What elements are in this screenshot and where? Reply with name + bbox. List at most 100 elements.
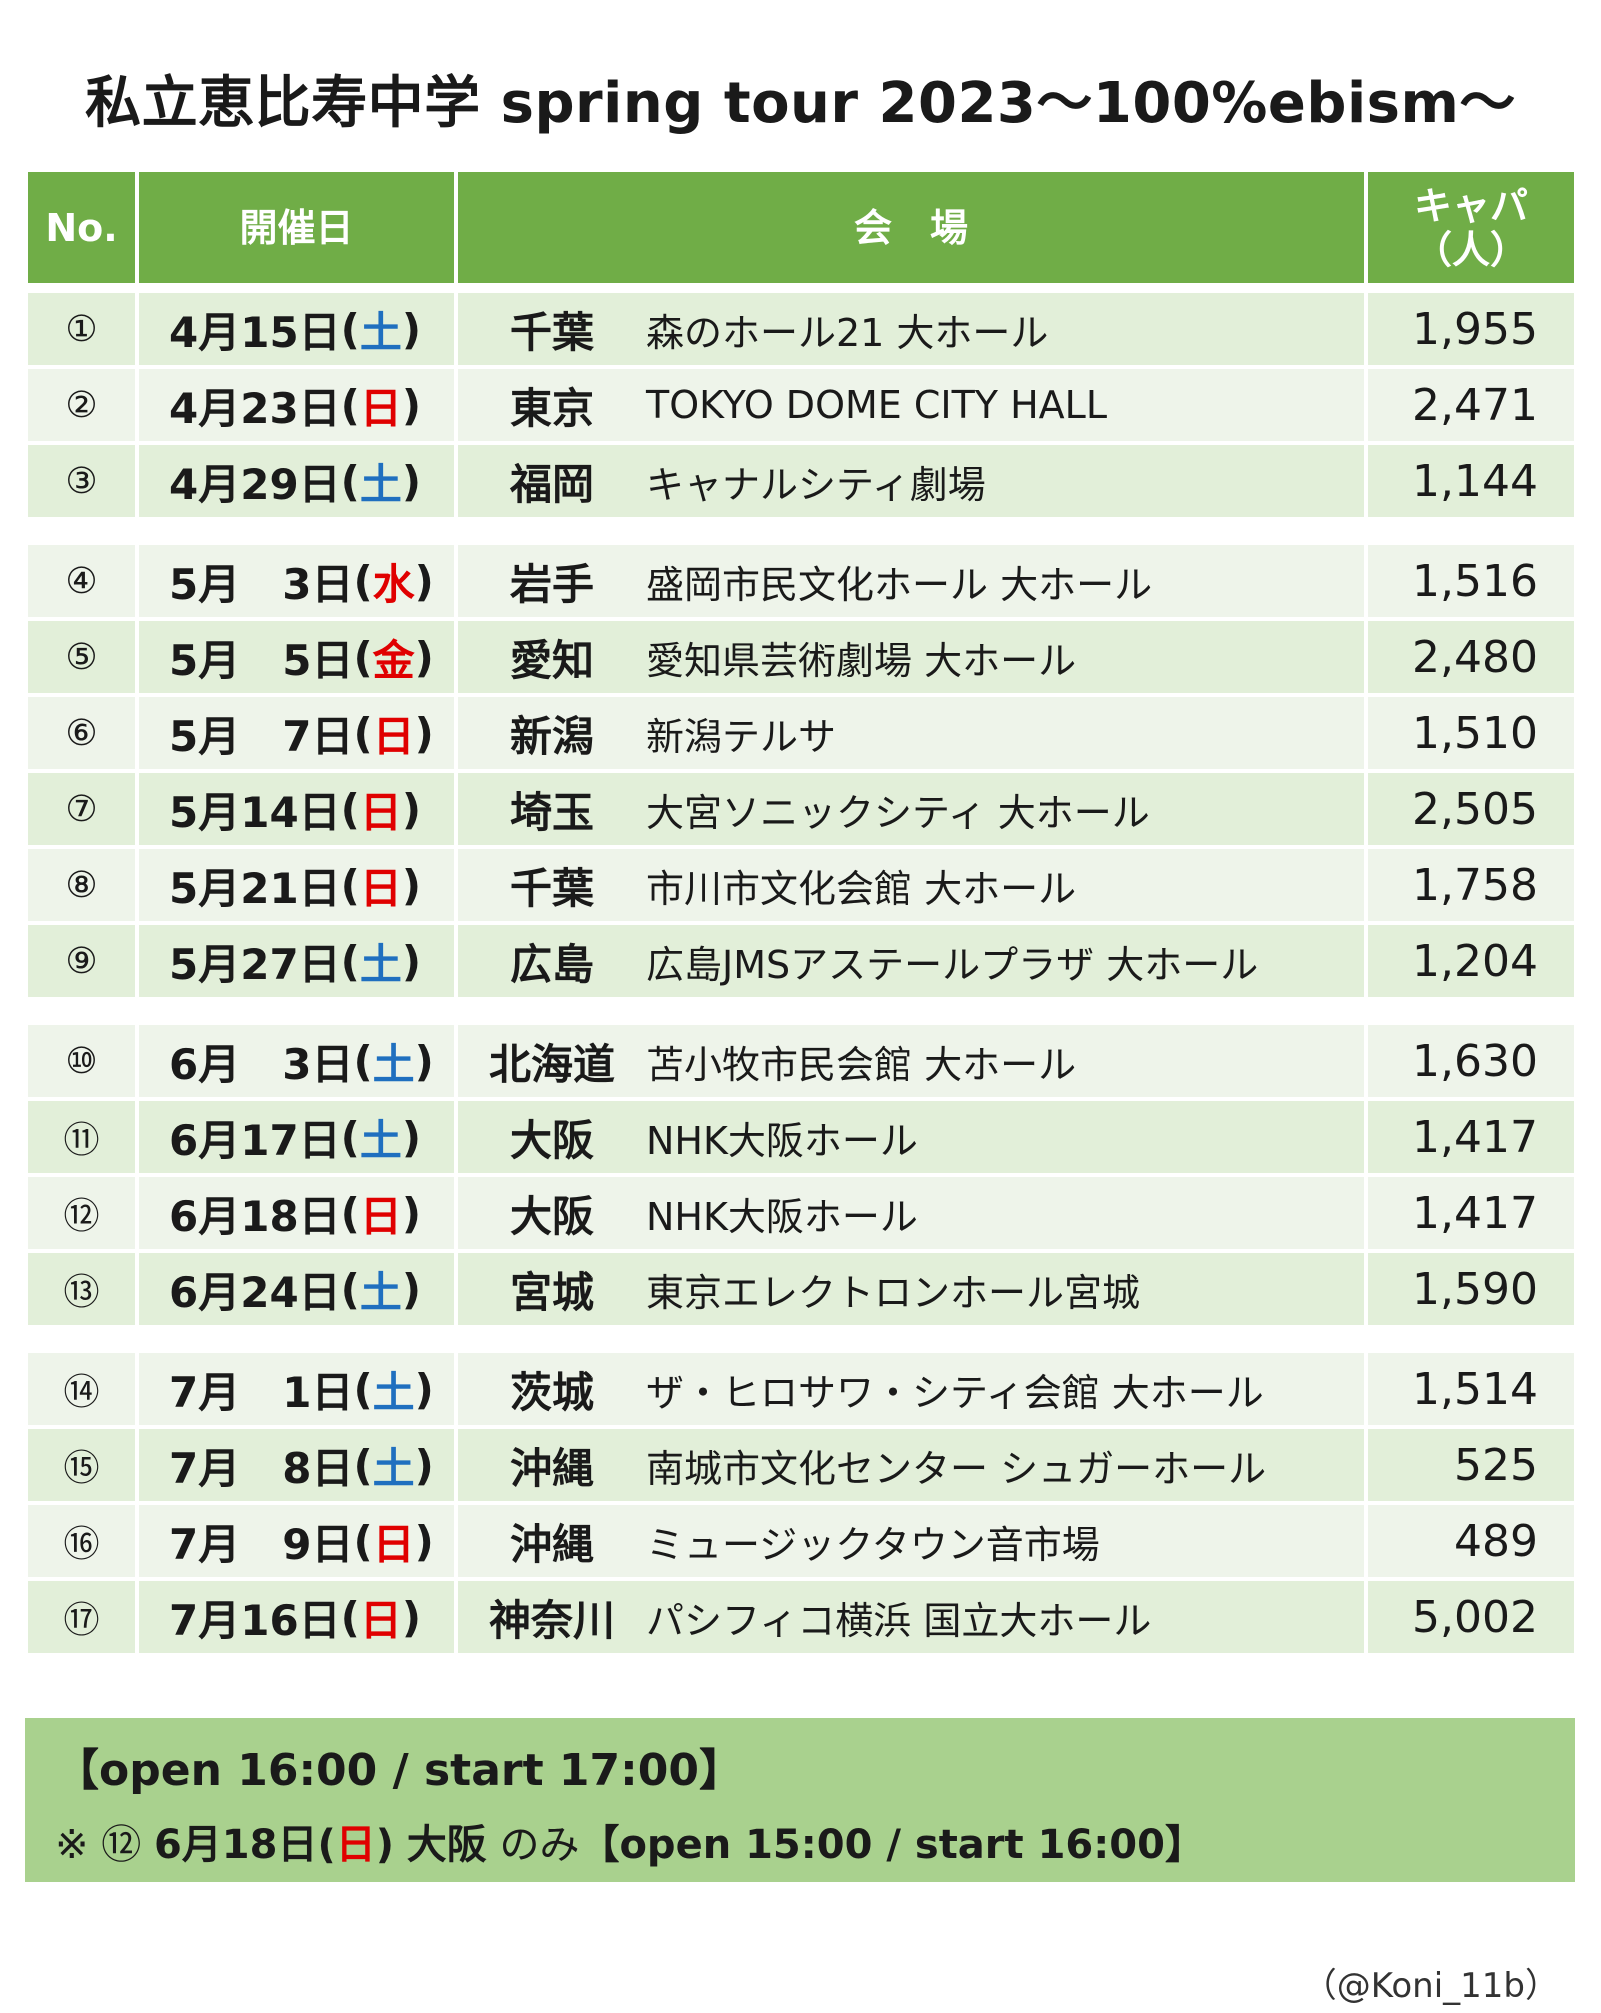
row-capacity: 1,514 bbox=[1368, 1353, 1574, 1425]
row-venue: 沖縄 南城市文化センター シュガーホール bbox=[458, 1429, 1364, 1501]
note-ref-close: ) bbox=[375, 1822, 395, 1868]
row-prefecture: 神奈川 bbox=[488, 1595, 615, 1645]
row-prefecture: 北海道 bbox=[488, 1039, 615, 1089]
row-venue: 埼玉 大宮ソニックシティ 大ホール bbox=[458, 773, 1364, 845]
row-prefecture: 福岡 bbox=[509, 459, 594, 509]
row-date: 7月16日(日) bbox=[139, 1581, 454, 1653]
row-no: ⑪ bbox=[28, 1101, 135, 1173]
row-venue: 神奈川 パシフィコ横浜 国立大ホール bbox=[458, 1581, 1364, 1653]
row-paren-open: ( bbox=[353, 1516, 373, 1566]
row-date: 6月 3日(土) bbox=[139, 1025, 454, 1097]
table-row: ⑥ 5月 7日(日) 新潟 新潟テルサ 1,510 bbox=[28, 697, 1574, 769]
row-paren-open: ( bbox=[353, 556, 373, 606]
row-prefecture: 埼玉 bbox=[509, 787, 594, 837]
row-prefecture: 岩手 bbox=[509, 559, 594, 609]
row-no: ⑨ bbox=[28, 925, 135, 997]
row-paren-open: ( bbox=[353, 1440, 373, 1490]
row-hall: 東京エレクトロンホール宮城 bbox=[646, 1270, 1141, 1315]
row-capacity: 1,417 bbox=[1368, 1101, 1574, 1173]
row-date-text: 5月27日 bbox=[169, 939, 341, 989]
note-ref-date: 6月18日 bbox=[153, 1822, 318, 1868]
row-date: 6月24日(土) bbox=[139, 1253, 454, 1325]
row-date: 5月 3日(水) bbox=[139, 545, 454, 617]
row-hall: 苫小牧市民会館 大ホール bbox=[646, 1042, 1077, 1087]
row-date: 7月 1日(土) bbox=[139, 1353, 454, 1425]
row-hall: ザ・ヒロサワ・シティ会館 大ホール bbox=[646, 1370, 1264, 1415]
row-date: 4月29日(土) bbox=[139, 445, 454, 517]
header-capacity-label: キャパ bbox=[1413, 183, 1528, 228]
row-no: ② bbox=[28, 369, 135, 441]
row-capacity: 5,002 bbox=[1368, 1581, 1574, 1653]
row-paren-open: ( bbox=[353, 1036, 373, 1086]
row-venue: 宮城 東京エレクトロンホール宮城 bbox=[458, 1253, 1364, 1325]
row-date-text: 5月 3日 bbox=[169, 559, 354, 609]
row-capacity: 1,758 bbox=[1368, 849, 1574, 921]
row-paren-close: ) bbox=[401, 1264, 422, 1314]
row-paren-open: ( bbox=[353, 632, 373, 682]
row-weekday: 日 bbox=[359, 1595, 402, 1645]
row-hall: 南城市文化センター シュガーホール bbox=[646, 1446, 1267, 1491]
row-no: ③ bbox=[28, 445, 135, 517]
row-weekday: 土 bbox=[359, 307, 402, 357]
row-weekday: 日 bbox=[359, 863, 402, 913]
table-row: ⑧ 5月21日(日) 千葉 市川市文化会館 大ホール 1,758 bbox=[28, 849, 1574, 921]
row-capacity: 1,510 bbox=[1368, 697, 1574, 769]
row-date-text: 6月 3日 bbox=[169, 1039, 354, 1089]
row-date: 7月 8日(土) bbox=[139, 1429, 454, 1501]
row-no: ⑥ bbox=[28, 697, 135, 769]
note-ref-pref: 大阪 bbox=[406, 1822, 487, 1868]
row-venue: 千葉 森のホール21 大ホール bbox=[458, 293, 1364, 365]
row-date-text: 6月17日 bbox=[169, 1115, 341, 1165]
row-paren-close: ) bbox=[414, 708, 434, 758]
table-row: ⑬ 6月24日(土) 宮城 東京エレクトロンホール宮城 1,590 bbox=[28, 1253, 1574, 1325]
row-paren-open: ( bbox=[340, 380, 360, 430]
row-prefecture: 大阪 bbox=[509, 1191, 594, 1241]
table-body: ① 4月15日(土) 千葉 森のホール21 大ホール 1,955 ② 4月23日(日) 東京 T… bbox=[28, 293, 1574, 1653]
page-title: 私立恵比寿中学 spring tour 2023～100%ebism～ bbox=[85, 71, 1516, 136]
row-prefecture: 東京 bbox=[509, 383, 594, 433]
row-no: ⑯ bbox=[28, 1505, 135, 1577]
note-ref-no: ⑫ bbox=[101, 1822, 142, 1868]
table-row: ⑤ 5月 5日(金) 愛知 愛知県芸術劇場 大ホール 2,480 bbox=[28, 621, 1574, 693]
row-venue: 千葉 市川市文化会館 大ホール bbox=[458, 849, 1364, 921]
row-venue: 北海道 苫小牧市民会館 大ホール bbox=[458, 1025, 1364, 1097]
row-prefecture: 千葉 bbox=[509, 307, 594, 357]
row-no: ⑧ bbox=[28, 849, 135, 921]
header-date: 開催日 bbox=[139, 172, 454, 283]
row-date: 4月23日(日) bbox=[139, 369, 454, 441]
row-date-text: 5月21日 bbox=[169, 863, 341, 913]
row-venue: 広島 広島JMSアステールプラザ 大ホール bbox=[458, 925, 1364, 997]
row-capacity: 525 bbox=[1368, 1429, 1574, 1501]
row-date-text: 5月14日 bbox=[169, 787, 341, 837]
row-paren-close: ) bbox=[401, 304, 422, 354]
row-no: ⑭ bbox=[28, 1353, 135, 1425]
row-weekday: 日 bbox=[359, 383, 402, 433]
row-hall: ミュージックタウン音市場 bbox=[646, 1522, 1100, 1567]
row-venue: 愛知 愛知県芸術劇場 大ホール bbox=[458, 621, 1364, 693]
row-weekday: 土 bbox=[372, 1367, 415, 1417]
row-paren-open: ( bbox=[340, 1188, 360, 1238]
row-date: 5月 5日(金) bbox=[139, 621, 454, 693]
row-venue: 大阪 NHK大阪ホール bbox=[458, 1177, 1364, 1249]
row-hall: パシフィコ横浜 国立大ホール bbox=[646, 1598, 1152, 1643]
table-row: ① 4月15日(土) 千葉 森のホール21 大ホール 1,955 bbox=[28, 293, 1574, 365]
row-weekday: 日 bbox=[372, 1519, 415, 1569]
row-paren-open: ( bbox=[340, 936, 360, 986]
header-capacity-unit: （人） bbox=[1413, 227, 1528, 272]
table-row: ⑰ 7月16日(日) 神奈川 パシフィコ横浜 国立大ホール 5,002 bbox=[28, 1581, 1574, 1653]
table-row: ⑩ 6月 3日(土) 北海道 苫小牧市民会館 大ホール 1,630 bbox=[28, 1025, 1574, 1097]
row-capacity: 1,516 bbox=[1368, 545, 1574, 617]
row-paren-open: ( bbox=[340, 1264, 360, 1314]
row-date-text: 4月15日 bbox=[169, 307, 341, 357]
credit: （@Koni_11b） bbox=[1302, 1966, 1559, 2006]
table-row: ⑯ 7月 9日(日) 沖縄 ミュージックタウン音市場 489 bbox=[28, 1505, 1574, 1577]
row-paren-open: ( bbox=[340, 784, 360, 834]
row-prefecture: 沖縄 bbox=[509, 1443, 594, 1493]
row-no: ⑤ bbox=[28, 621, 135, 693]
table-row: ⑭ 7月 1日(土) 茨城 ザ・ヒロサワ・シティ会館 大ホール 1,514 bbox=[28, 1353, 1574, 1425]
row-date-text: 5月 5日 bbox=[169, 635, 354, 685]
header-no: No. bbox=[28, 172, 135, 283]
row-prefecture: 新潟 bbox=[509, 711, 594, 761]
note-only: のみ bbox=[499, 1822, 580, 1868]
row-weekday: 日 bbox=[359, 787, 402, 837]
